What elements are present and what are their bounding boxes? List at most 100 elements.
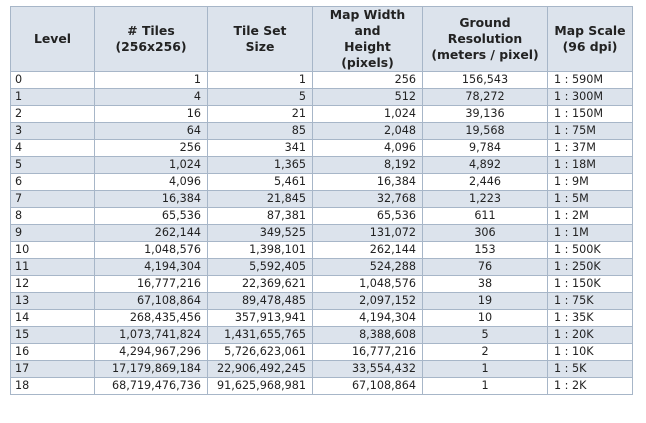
cell-tileset: 91,625,968,981 <box>207 377 313 395</box>
table-row: 16 4,294,967,296 5,726,623,061 16,777,21… <box>10 343 633 361</box>
table-row: 14 268,435,456 357,913,941 4,194,304 10 … <box>10 309 633 327</box>
cell-resolution: 76 <box>422 258 548 276</box>
cell-level: 0 <box>10 71 95 89</box>
tile-levels-table: Level # Tiles (256x256) Tile Set Size Map … <box>10 6 633 395</box>
cell-width: 2,097,152 <box>312 292 423 310</box>
header-tiles-line1: # Tiles <box>127 23 175 38</box>
table-row: 1 4 5 512 78,272 1 : 300M <box>10 88 633 106</box>
cell-tiles: 1,024 <box>94 156 208 174</box>
cell-width: 1,048,576 <box>312 275 423 293</box>
cell-scale: 1 : 500K <box>547 241 633 259</box>
header-tileset-line2: Size <box>245 39 275 54</box>
table-row: 0 1 1 256 156,543 1 : 590M <box>10 71 633 89</box>
cell-width: 8,388,608 <box>312 326 423 344</box>
cell-tiles: 4,194,304 <box>94 258 208 276</box>
cell-tiles: 16 <box>94 105 208 123</box>
cell-resolution: 38 <box>422 275 548 293</box>
cell-tiles: 16,384 <box>94 190 208 208</box>
cell-resolution: 9,784 <box>422 139 548 157</box>
table-row: 3 64 85 2,048 19,568 1 : 75M <box>10 122 633 140</box>
table-row: 6 4,096 5,461 16,384 2,446 1 : 9M <box>10 173 633 191</box>
cell-scale: 1 : 35K <box>547 309 633 327</box>
cell-tileset: 1 <box>207 71 313 89</box>
cell-width: 8,192 <box>312 156 423 174</box>
cell-scale: 1 : 20K <box>547 326 633 344</box>
cell-level: 13 <box>10 292 95 310</box>
table-row: 5 1,024 1,365 8,192 4,892 1 : 18M <box>10 156 633 174</box>
cell-level: 7 <box>10 190 95 208</box>
cell-tileset: 5 <box>207 88 313 106</box>
cell-scale: 1 : 10K <box>547 343 633 361</box>
cell-scale: 1 : 150K <box>547 275 633 293</box>
cell-resolution: 156,543 <box>422 71 548 89</box>
table-row: 15 1,073,741,824 1,431,655,765 8,388,608… <box>10 326 633 344</box>
cell-scale: 1 : 18M <box>547 156 633 174</box>
cell-level: 17 <box>10 360 95 378</box>
cell-tileset: 22,906,492,245 <box>207 360 313 378</box>
header-scale-line1: Map Scale <box>554 23 626 38</box>
cell-tiles: 1 <box>94 71 208 89</box>
cell-level: 14 <box>10 309 95 327</box>
cell-scale: 1 : 150M <box>547 105 633 123</box>
cell-scale: 1 : 590M <box>547 71 633 89</box>
cell-width: 16,777,216 <box>312 343 423 361</box>
cell-width: 131,072 <box>312 224 423 242</box>
cell-level: 18 <box>10 377 95 395</box>
cell-resolution: 39,136 <box>422 105 548 123</box>
cell-tiles: 17,179,869,184 <box>94 360 208 378</box>
cell-width: 1,024 <box>312 105 423 123</box>
cell-tileset: 87,381 <box>207 207 313 225</box>
cell-resolution: 19 <box>422 292 548 310</box>
table-body: 0 1 1 256 156,543 1 : 590M 1 4 5 512 78,… <box>10 71 633 395</box>
cell-level: 9 <box>10 224 95 242</box>
table-row: 8 65,536 87,381 65,536 611 1 : 2M <box>10 207 633 225</box>
cell-resolution: 78,272 <box>422 88 548 106</box>
cell-resolution: 1,223 <box>422 190 548 208</box>
cell-level: 4 <box>10 139 95 157</box>
cell-level: 3 <box>10 122 95 140</box>
table-row: 13 67,108,864 89,478,485 2,097,152 19 1 … <box>10 292 633 310</box>
cell-level: 2 <box>10 105 95 123</box>
table-row: 7 16,384 21,845 32,768 1,223 1 : 5M <box>10 190 633 208</box>
cell-level: 5 <box>10 156 95 174</box>
cell-width: 65,536 <box>312 207 423 225</box>
cell-resolution: 153 <box>422 241 548 259</box>
cell-level: 6 <box>10 173 95 191</box>
header-ground-line1: Ground Resolution <box>447 15 523 46</box>
table-row: 18 68,719,476,736 91,625,968,981 67,108,… <box>10 377 633 395</box>
cell-scale: 1 : 2K <box>547 377 633 395</box>
cell-width: 4,096 <box>312 139 423 157</box>
cell-tiles: 1,073,741,824 <box>94 326 208 344</box>
cell-resolution: 306 <box>422 224 548 242</box>
cell-tiles: 4,096 <box>94 173 208 191</box>
cell-level: 8 <box>10 207 95 225</box>
cell-scale: 1 : 5K <box>547 360 633 378</box>
cell-width: 256 <box>312 71 423 89</box>
cell-scale: 1 : 300M <box>547 88 633 106</box>
cell-scale: 1 : 75M <box>547 122 633 140</box>
cell-tiles: 64 <box>94 122 208 140</box>
table-row: 2 16 21 1,024 39,136 1 : 150M <box>10 105 633 123</box>
cell-level: 11 <box>10 258 95 276</box>
cell-tiles: 67,108,864 <box>94 292 208 310</box>
cell-width: 33,554,432 <box>312 360 423 378</box>
cell-scale: 1 : 5M <box>547 190 633 208</box>
table-header-row: Level # Tiles (256x256) Tile Set Size Map … <box>10 6 633 72</box>
header-scale-line2: (96 dpi) <box>562 39 618 54</box>
cell-width: 262,144 <box>312 241 423 259</box>
header-tileset-line1: Tile Set <box>233 23 287 38</box>
table-row: 4 256 341 4,096 9,784 1 : 37M <box>10 139 633 157</box>
cell-tiles: 68,719,476,736 <box>94 377 208 395</box>
cell-tileset: 1,431,655,765 <box>207 326 313 344</box>
cell-resolution: 10 <box>422 309 548 327</box>
header-tiles-line2: (256x256) <box>115 39 187 54</box>
header-map-scale: Map Scale (96 dpi) <box>547 6 633 72</box>
cell-tiles: 268,435,456 <box>94 309 208 327</box>
table-row: 10 1,048,576 1,398,101 262,144 153 1 : 5… <box>10 241 633 259</box>
cell-resolution: 5 <box>422 326 548 344</box>
header-ground-line2: (meters / pixel) <box>431 47 539 62</box>
cell-level: 16 <box>10 343 95 361</box>
cell-resolution: 1 <box>422 377 548 395</box>
cell-tiles: 262,144 <box>94 224 208 242</box>
header-mapwidth-line2: Height (pixels) <box>341 39 394 70</box>
